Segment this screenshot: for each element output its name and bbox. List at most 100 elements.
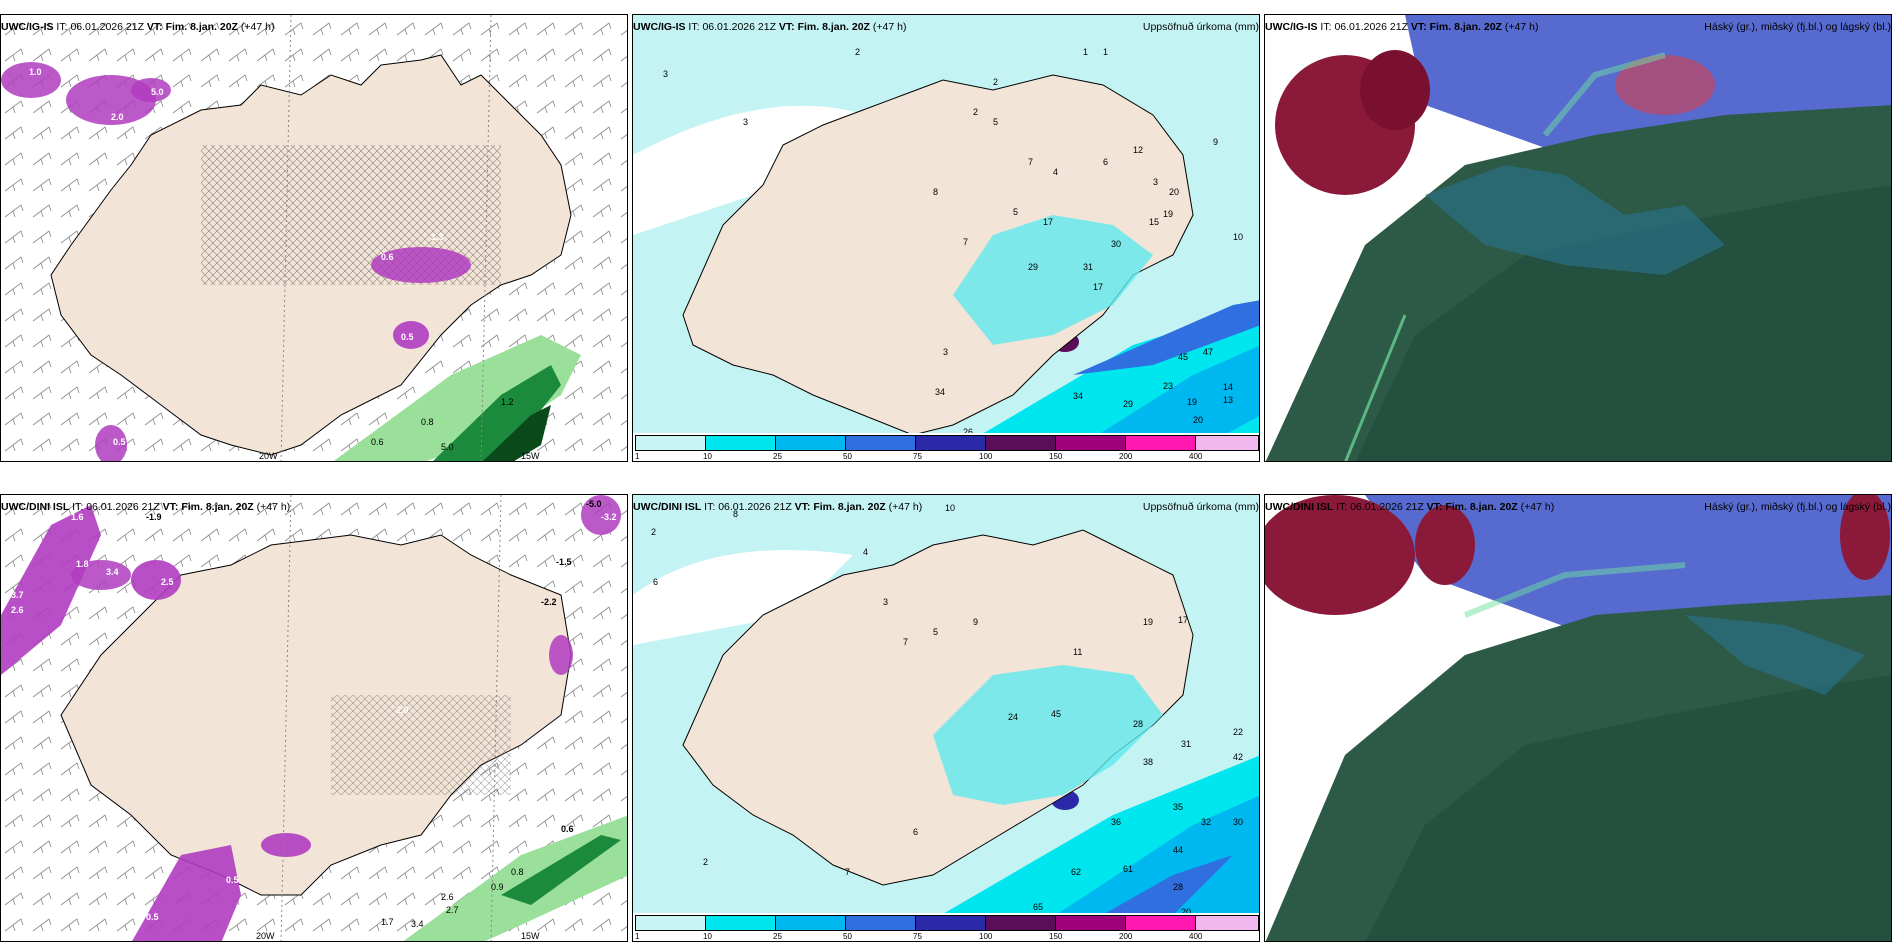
svg-text:-1.5: -1.5: [556, 557, 572, 567]
svg-text:17: 17: [1043, 217, 1053, 227]
svg-text:5: 5: [933, 627, 938, 637]
legend-swatch: [1195, 915, 1259, 931]
svg-text:0.5: 0.5: [113, 437, 126, 447]
svg-text:45: 45: [1178, 352, 1188, 362]
legend-swatch: [1125, 915, 1195, 931]
svg-text:-1.9: -1.9: [146, 512, 162, 522]
panel-top-right: UWC/IG-IS IT: 06.01.2026 21Z VT: Fim. 8.…: [1264, 14, 1892, 462]
legend-swatch: [915, 435, 985, 451]
svg-text:30: 30: [1111, 239, 1121, 249]
legend-tick: 75: [913, 932, 922, 941]
panel-bottom-left: 20W 15W 1.6 -1.9 -5.0 -3.2 4.9 3.7 2.6 1…: [0, 494, 628, 942]
legend-swatch: [985, 915, 1055, 931]
legend-tick: 50: [843, 932, 852, 941]
legend-swatch: [635, 435, 705, 451]
panel-title-right: Háský (gr.), miðský (fj.bl.) og lágský (…: [1704, 21, 1891, 33]
svg-text:3: 3: [943, 347, 948, 357]
legend-swatch: [1125, 435, 1195, 451]
svg-text:15W: 15W: [521, 931, 540, 941]
svg-text:1.7: 1.7: [381, 917, 394, 927]
svg-text:5.0: 5.0: [441, 442, 454, 452]
svg-text:2: 2: [973, 107, 978, 117]
svg-text:47: 47: [1203, 347, 1213, 357]
svg-text:19: 19: [1163, 209, 1173, 219]
svg-text:0.5: 0.5: [226, 875, 239, 885]
svg-text:34: 34: [935, 387, 945, 397]
svg-text:36: 36: [1111, 817, 1121, 827]
svg-text:10: 10: [1233, 232, 1243, 242]
svg-text:-3.2: -3.2: [601, 512, 617, 522]
svg-text:32: 32: [1201, 817, 1211, 827]
legend-tick: 25: [773, 452, 782, 461]
legend-tick: 150: [1049, 932, 1063, 941]
legend-swatch: [1055, 915, 1125, 931]
svg-text:3: 3: [883, 597, 888, 607]
svg-text:65: 65: [1033, 902, 1043, 912]
legend-tick: 1: [635, 932, 640, 941]
legend-tick: 75: [913, 452, 922, 461]
panel-header: UWC/DINI ISL IT: 06.01.2026 21Z VT: Fim.…: [1265, 497, 1891, 517]
svg-text:2.6: 2.6: [441, 892, 454, 902]
legend-swatch: [845, 915, 915, 931]
svg-text:0.8: 0.8: [421, 417, 434, 427]
svg-text:24: 24: [1008, 712, 1018, 722]
svg-text:0.6: 0.6: [371, 437, 384, 447]
svg-text:3.4: 3.4: [106, 567, 119, 577]
legend-swatch: [705, 435, 775, 451]
legend-tick: 100: [979, 452, 993, 461]
svg-text:3: 3: [1153, 177, 1158, 187]
panel-header: UWC/IG-IS IT: 06.01.2026 21Z VT: Fim. 8.…: [1, 21, 275, 33]
svg-text:30: 30: [1233, 817, 1243, 827]
axis-label-15w: 15W: [521, 451, 540, 461]
panel-header: UWC/IG-IS IT: 06.01.2026 21Z VT: Fim. 8.…: [1265, 17, 1891, 37]
svg-text:3: 3: [743, 117, 748, 127]
precip-legend: 1 10 25 50 75 100 150 200 400: [633, 913, 1259, 941]
svg-text:0.9: 0.9: [491, 882, 504, 892]
svg-text:2: 2: [993, 77, 998, 87]
svg-text:6: 6: [653, 577, 658, 587]
svg-text:20: 20: [1169, 187, 1179, 197]
svg-text:20: 20: [1181, 907, 1191, 917]
legend-swatch: [1055, 435, 1125, 451]
svg-text:3.7: 3.7: [11, 590, 24, 600]
svg-text:4.9: 4.9: [11, 567, 24, 577]
panel-top-middle: 3 2 3 2 1 1 2 5 7 8 4 5 6 12 9 3 20 17 1…: [632, 14, 1260, 462]
svg-text:26: 26: [963, 427, 973, 437]
svg-text:5: 5: [993, 117, 998, 127]
svg-text:3: 3: [663, 69, 668, 79]
svg-text:34: 34: [1073, 391, 1083, 401]
precip-legend: 1 10 25 50 75 100 150 200 400: [633, 433, 1259, 461]
svg-text:1.8: 1.8: [76, 559, 89, 569]
panel-header: UWC/IG-IS IT: 06.01.2026 21Z VT: Fim. 8.…: [633, 17, 1259, 37]
svg-text:2: 2: [651, 527, 656, 537]
legend-tick: 200: [1119, 452, 1133, 461]
svg-text:6: 6: [1103, 157, 1108, 167]
svg-text:15: 15: [1149, 217, 1159, 227]
svg-text:1.6: 1.6: [71, 512, 84, 522]
legend-tick: 150: [1049, 452, 1063, 461]
legend-swatch: [1195, 435, 1259, 451]
svg-text:44: 44: [1173, 845, 1183, 855]
legend-swatch: [915, 915, 985, 931]
legend-swatch: [635, 915, 705, 931]
svg-text:28: 28: [1173, 882, 1183, 892]
legend-tick: 400: [1189, 452, 1203, 461]
map-wind-precip: 20W 15W 1.0 0.5 5.0 2.0 0.6 1.3 0.5 0.8 …: [1, 15, 627, 461]
svg-text:38: 38: [1143, 757, 1153, 767]
svg-text:2.6: 2.6: [11, 605, 24, 615]
map-accumulated-precip: 2 6 8 10 4 3 5 7 9 11 19 17 22 24 45 28 …: [633, 495, 1259, 941]
svg-text:42: 42: [1233, 752, 1243, 762]
svg-text:2.7: 2.7: [446, 905, 459, 915]
panel-bottom-middle: 2 6 8 10 4 3 5 7 9 11 19 17 22 24 45 28 …: [632, 494, 1260, 942]
svg-text:2.5: 2.5: [161, 577, 174, 587]
legend-tick: 200: [1119, 932, 1133, 941]
legend-tick: 400: [1189, 932, 1203, 941]
legend-tick: 25: [773, 932, 782, 941]
svg-text:9: 9: [1213, 137, 1218, 147]
svg-text:-5.0: -5.0: [586, 499, 602, 509]
svg-text:20: 20: [1193, 415, 1203, 425]
svg-text:7: 7: [963, 237, 968, 247]
svg-text:2: 2: [703, 857, 708, 867]
svg-text:0.6: 0.6: [561, 824, 574, 834]
svg-text:17: 17: [1093, 282, 1103, 292]
